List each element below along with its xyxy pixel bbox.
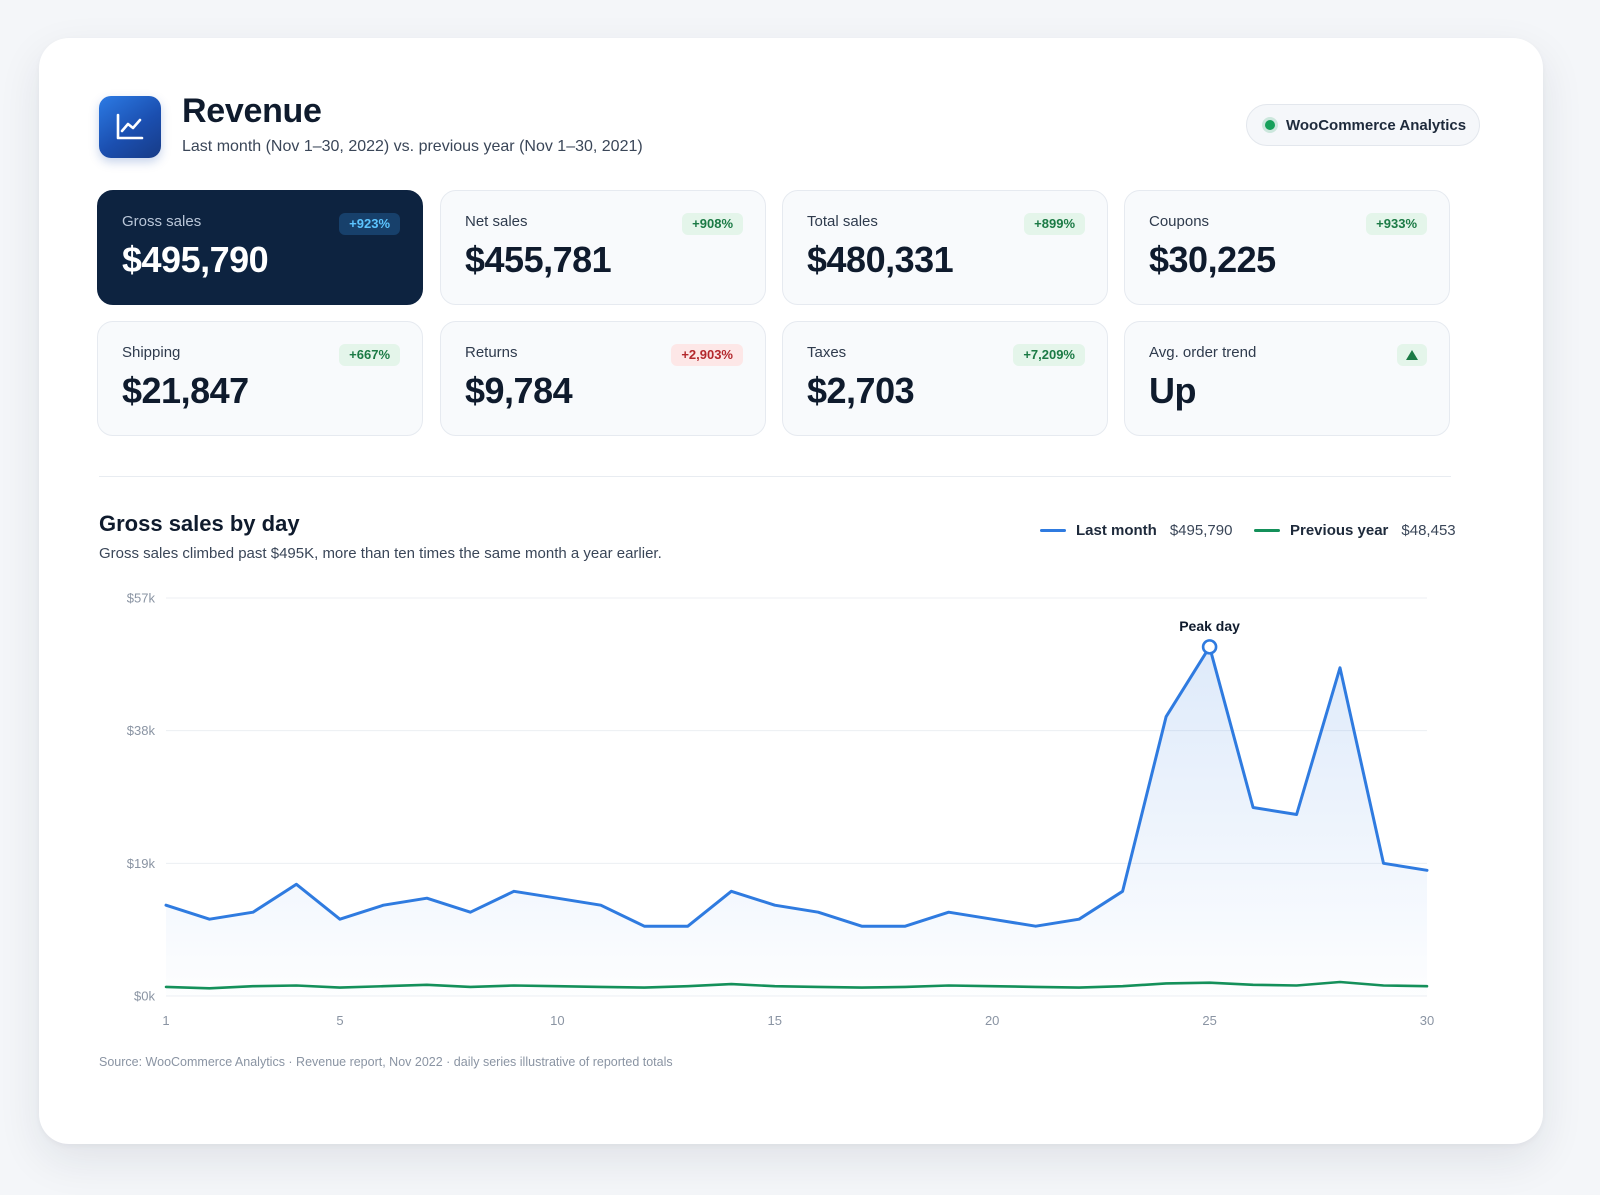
legend-value: $48,453 [1401, 522, 1456, 539]
kpi-change-badge: +7,209% [1013, 344, 1085, 366]
kpi-label: Returns [465, 344, 518, 361]
kpi-label: Taxes [807, 344, 847, 361]
status-dot-icon [1265, 120, 1275, 130]
peak-day-marker[interactable] [1201, 639, 1218, 655]
kpi-value: $455,781 [465, 239, 612, 280]
kpi-label: Total sales [807, 213, 878, 230]
page-subtitle: Last month (Nov 1–30, 2022) vs. previous… [182, 138, 643, 155]
y-tick-label: $38k [127, 723, 156, 738]
legend-label: Previous year [1290, 522, 1389, 539]
kpi-card-taxes[interactable]: Taxes +7,209% $2,703 [782, 321, 1108, 436]
kpi-change-badge: +923% [339, 213, 400, 235]
kpi-label: Gross sales [122, 213, 202, 230]
kpi-change-badge: +908% [682, 213, 743, 235]
legend-item-last-month[interactable]: Last month $495,790 [1040, 522, 1232, 539]
chart-source-note: Source: WooCommerce Analytics · Revenue … [99, 1055, 673, 1069]
kpi-value: $2,703 [807, 370, 915, 411]
kpi-value: $480,331 [807, 239, 954, 280]
kpi-value: $21,847 [122, 370, 249, 411]
kpi-change-badge: +933% [1366, 213, 1427, 235]
legend-swatch-last-month [1040, 529, 1066, 532]
legend-item-previous-year[interactable]: Previous year $48,453 [1254, 522, 1456, 539]
x-tick-label: 30 [1420, 1013, 1434, 1028]
kpi-card-coupons[interactable]: Coupons +933% $30,225 [1124, 190, 1450, 305]
kpi-value: $495,790 [122, 239, 269, 280]
kpi-card-gross-sales[interactable]: Gross sales +923% $495,790 [97, 190, 423, 305]
kpi-change-badge: +2,903% [671, 344, 743, 366]
series-area-last-month [166, 646, 1427, 996]
x-tick-label: 5 [336, 1013, 343, 1028]
x-tick-label: 1 [162, 1013, 169, 1028]
kpi-label: Shipping [122, 344, 181, 361]
x-tick-label: 10 [550, 1013, 564, 1028]
kpi-change-badge: +667% [339, 344, 400, 366]
kpi-value: Up [1149, 370, 1197, 411]
series-line-previous-year[interactable] [164, 980, 1429, 990]
legend-label: Last month [1076, 522, 1157, 539]
triangle-up-icon [1397, 344, 1427, 366]
kpi-card-net-sales[interactable]: Net sales +908% $455,781 [440, 190, 766, 305]
y-tick-label: $57k [127, 591, 156, 606]
kpi-card-returns[interactable]: Returns +2,903% $9,784 [440, 321, 766, 436]
x-tick-label: 20 [985, 1013, 999, 1028]
page-title: Revenue [182, 92, 322, 130]
kpi-change-badge: +899% [1024, 213, 1085, 235]
kpi-card-total-sales[interactable]: Total sales +899% $480,331 [782, 190, 1108, 305]
kpi-card-avg-order-trend[interactable]: Avg. order trend Up [1124, 321, 1450, 436]
legend-swatch-previous-year [1254, 529, 1280, 532]
section-divider [99, 476, 1451, 477]
peak-day-label: Peak day [1179, 618, 1240, 634]
y-tick-label: $19k [127, 856, 156, 871]
y-tick-label: $0k [134, 989, 155, 1004]
x-tick-label: 15 [768, 1013, 782, 1028]
kpi-value: $30,225 [1149, 239, 1276, 280]
kpi-label: Avg. order trend [1149, 344, 1257, 361]
kpi-label: Net sales [465, 213, 528, 230]
source-pill-label: WooCommerce Analytics [1286, 116, 1467, 134]
kpi-card-shipping[interactable]: Shipping +667% $21,847 [97, 321, 423, 436]
x-tick-label: 25 [1202, 1013, 1216, 1028]
line-chart-icon [99, 96, 161, 158]
kpi-value: $9,784 [465, 370, 573, 411]
source-pill[interactable]: WooCommerce Analytics [1246, 104, 1480, 146]
series-line-last-month[interactable] [164, 645, 1429, 928]
kpi-label: Coupons [1149, 213, 1210, 230]
chart-subtitle: Gross sales climbed past $495K, more tha… [99, 545, 662, 562]
chart-title: Gross sales by day [99, 511, 300, 536]
legend-value: $495,790 [1169, 522, 1233, 539]
